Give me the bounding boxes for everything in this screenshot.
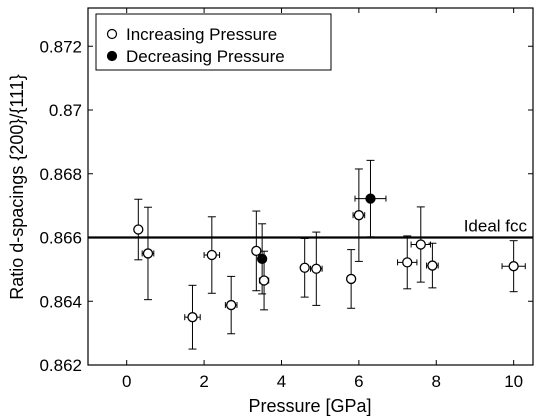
y-tick-label: 0.862 [39, 356, 82, 375]
data-point-increasing [508, 261, 519, 272]
data-point-increasing [226, 299, 237, 311]
y-tick-label: 0.864 [39, 292, 82, 311]
data-point-increasing [299, 262, 310, 273]
axes-frame [87, 7, 534, 366]
x-tick-label: 8 [432, 372, 441, 391]
x-tick-labels: 0 2 4 6 8 10 [122, 372, 523, 391]
legend: Increasing Pressure Decreasing Pressure [95, 13, 332, 71]
x-tick-label: 0 [122, 372, 131, 391]
legend-label-increasing: Increasing Pressure [126, 25, 277, 44]
plot-area: Ideal fcc [87, 7, 534, 366]
legend-label-decreasing: Decreasing Pressure [126, 47, 285, 66]
data-point-decreasing [256, 253, 268, 265]
y-tick-labels: 0.862 0.864 0.866 0.868 0.87 0.872 [39, 37, 82, 375]
x-tick-label: 6 [354, 372, 363, 391]
data-point-increasing [353, 210, 365, 221]
y-tick-label: 0.872 [39, 37, 82, 56]
data-markers [133, 193, 519, 323]
data-point-increasing [402, 257, 413, 268]
x-tick-label: 4 [277, 372, 286, 391]
y-tick-label: 0.866 [39, 229, 82, 248]
y-tick-label: 0.868 [39, 165, 82, 184]
ideal-fcc-label: Ideal fcc [464, 217, 528, 236]
data-point-increasing [427, 260, 438, 271]
data-point-increasing [345, 273, 357, 285]
legend-box [95, 13, 332, 71]
y-axis-label: Ratio d-spacings {200}/{111} [7, 74, 27, 300]
data-point-increasing [206, 249, 217, 261]
data-point-increasing [133, 224, 144, 235]
data-point-increasing [415, 239, 426, 250]
data-point-decreasing [365, 193, 376, 204]
legend-marker-increasing [106, 28, 118, 40]
data-point-increasing [311, 263, 322, 274]
data-point-increasing [251, 245, 262, 257]
data-point-increasing [187, 312, 198, 323]
data-point-increasing [142, 248, 154, 259]
legend-marker-decreasing [106, 50, 118, 62]
x-tick-label: 10 [504, 372, 523, 391]
data-point-increasing [258, 275, 270, 286]
x-tick-label: 2 [199, 372, 208, 391]
y-tick-label: 0.87 [49, 101, 82, 120]
x-axis-label: Pressure [GPa] [248, 396, 371, 416]
